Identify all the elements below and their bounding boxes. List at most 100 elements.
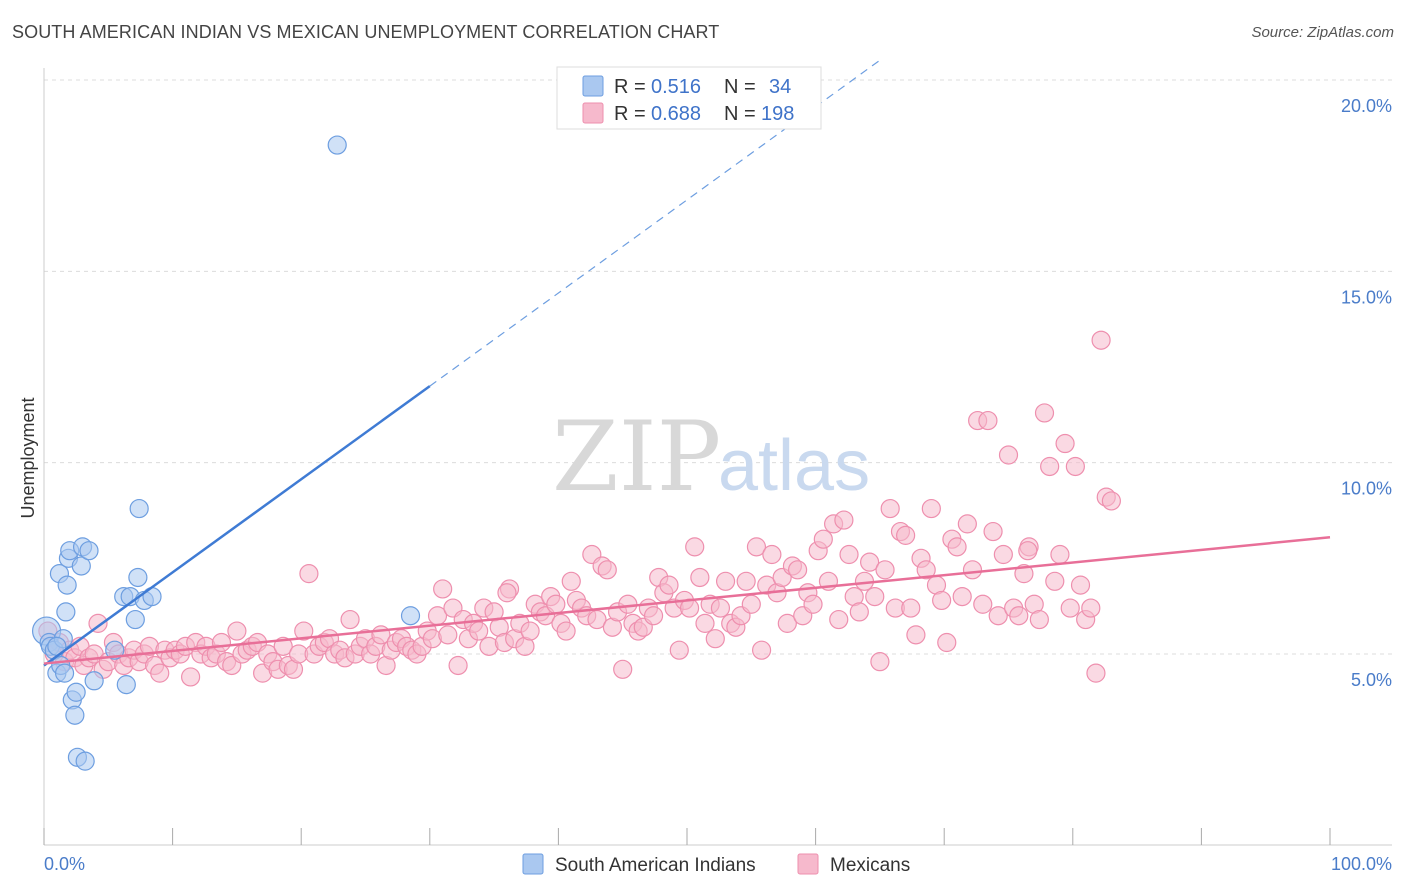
bottom-legend-swatch-south-american-indians [522, 853, 544, 875]
point-south-american-indians [79, 541, 99, 561]
point-mexicans [751, 640, 772, 660]
point-mexicans [762, 544, 782, 565]
point-mexicans [469, 621, 489, 641]
point-mexicans [227, 621, 247, 641]
point-mexicans [983, 521, 1003, 542]
bottom-legend-swatch-mexicans [797, 853, 819, 875]
point-south-american-indians [400, 606, 421, 626]
point-mexicans [340, 609, 360, 630]
point-mexicans [88, 613, 108, 633]
point-south-american-indians [54, 663, 75, 683]
y-axis-title: Unemployment [18, 397, 38, 518]
point-mexicans [998, 445, 1019, 465]
legend-swatch-south-american-indians [582, 75, 604, 97]
legend-n-value-2: 198 [761, 103, 794, 125]
watermark-zip: ZIP [552, 401, 721, 513]
y-tick-label: 15.0% [1341, 287, 1392, 307]
point-south-american-indians [129, 498, 149, 519]
y-tick-label: 5.0% [1351, 670, 1392, 690]
point-mexicans [787, 560, 808, 580]
point-mexicans [705, 629, 725, 649]
point-mexicans [433, 579, 453, 599]
point-south-american-indians [57, 575, 77, 595]
legend-r-label-2: R = [614, 103, 646, 125]
point-south-american-indians [71, 556, 91, 576]
point-mexicans [880, 498, 900, 519]
point-mexicans [870, 652, 890, 672]
x-tick-label: 0.0% [44, 854, 85, 874]
watermark: ZIP atlas [552, 401, 870, 513]
point-mexicans [834, 510, 854, 530]
legend-swatch-mexicans [582, 102, 604, 124]
point-mexicans [993, 544, 1013, 565]
bottom-legend-label-mexicans: Mexicans [830, 855, 910, 876]
point-mexicans [746, 537, 767, 557]
point-mexicans [1070, 575, 1091, 595]
point-south-american-indians [327, 135, 347, 155]
point-mexicans [1060, 598, 1080, 618]
trendline-mexicans [43, 536, 1331, 665]
point-south-american-indians [105, 640, 125, 660]
point-south-american-indians [125, 609, 145, 630]
legend-n-label-2: N = [724, 103, 756, 125]
point-south-american-indians [128, 567, 148, 588]
point-mexicans [659, 575, 679, 595]
point-mexicans [715, 571, 736, 591]
legend-n-value-1: 34 [769, 76, 791, 98]
trendline-south-american-indians [43, 385, 431, 667]
axis-layer: 5.0% 10.0% 15.0% 20.0% 0.0% 100.0% [43, 68, 1392, 874]
top-legend: R = 0.516 N = 34 R = 0.688 N = 198 [556, 66, 822, 130]
point-south-american-indians [84, 671, 104, 691]
point-mexicans [1081, 598, 1101, 618]
point-mexicans [294, 621, 314, 641]
point-mexicans [1065, 456, 1085, 477]
legend-r-label-1: R = [614, 76, 646, 98]
point-mexicans [932, 590, 952, 611]
point-mexicans [710, 598, 731, 618]
point-mexicans [803, 594, 823, 614]
y-tick-label: 10.0% [1341, 479, 1392, 499]
point-mexicans [561, 571, 581, 591]
point-mexicans [1029, 609, 1049, 630]
point-mexicans [685, 537, 705, 557]
point-mexicans [1034, 403, 1055, 423]
point-mexicans [947, 537, 967, 557]
point-mexicans [777, 613, 797, 633]
point-mexicans [829, 609, 849, 630]
point-mexicans [978, 410, 998, 431]
point-mexicans [849, 602, 869, 622]
point-mexicans [669, 640, 689, 660]
point-mexicans [643, 606, 664, 626]
point-mexicans [1045, 571, 1065, 591]
point-mexicans [896, 525, 916, 545]
point-mexicans [556, 621, 576, 641]
chart-title: SOUTH AMERICAN INDIAN VS MEXICAN UNEMPLO… [12, 22, 720, 42]
trend-layer [43, 59, 1331, 667]
y-tick-label: 20.0% [1341, 96, 1392, 116]
legend-r-value-1: 0.516 [651, 76, 701, 98]
point-mexicans [613, 659, 633, 679]
point-mexicans [181, 667, 201, 687]
point-south-american-indians [66, 682, 86, 702]
point-mexicans [937, 632, 957, 653]
x-tick-label: 100.0% [1331, 854, 1392, 874]
point-mexicans [1086, 663, 1106, 683]
point-mexicans [211, 632, 232, 653]
grid-layer [44, 79, 1392, 655]
point-mexicans [957, 514, 977, 534]
point-mexicans [587, 609, 607, 630]
point-mexicans [1018, 541, 1038, 561]
watermark-atlas: atlas [718, 426, 870, 506]
point-mexicans [150, 663, 170, 683]
point-mexicans [1040, 456, 1060, 477]
point-mexicans [1014, 564, 1034, 584]
point-mexicans [1050, 544, 1070, 565]
point-mexicans [597, 560, 617, 580]
point-mexicans [952, 586, 972, 607]
point-mexicans [813, 529, 833, 549]
legend-n-label-1: N = [724, 76, 756, 98]
point-mexicans [962, 560, 983, 580]
point-south-american-indians [116, 675, 136, 695]
legend-r-value-2: 0.688 [651, 103, 701, 125]
